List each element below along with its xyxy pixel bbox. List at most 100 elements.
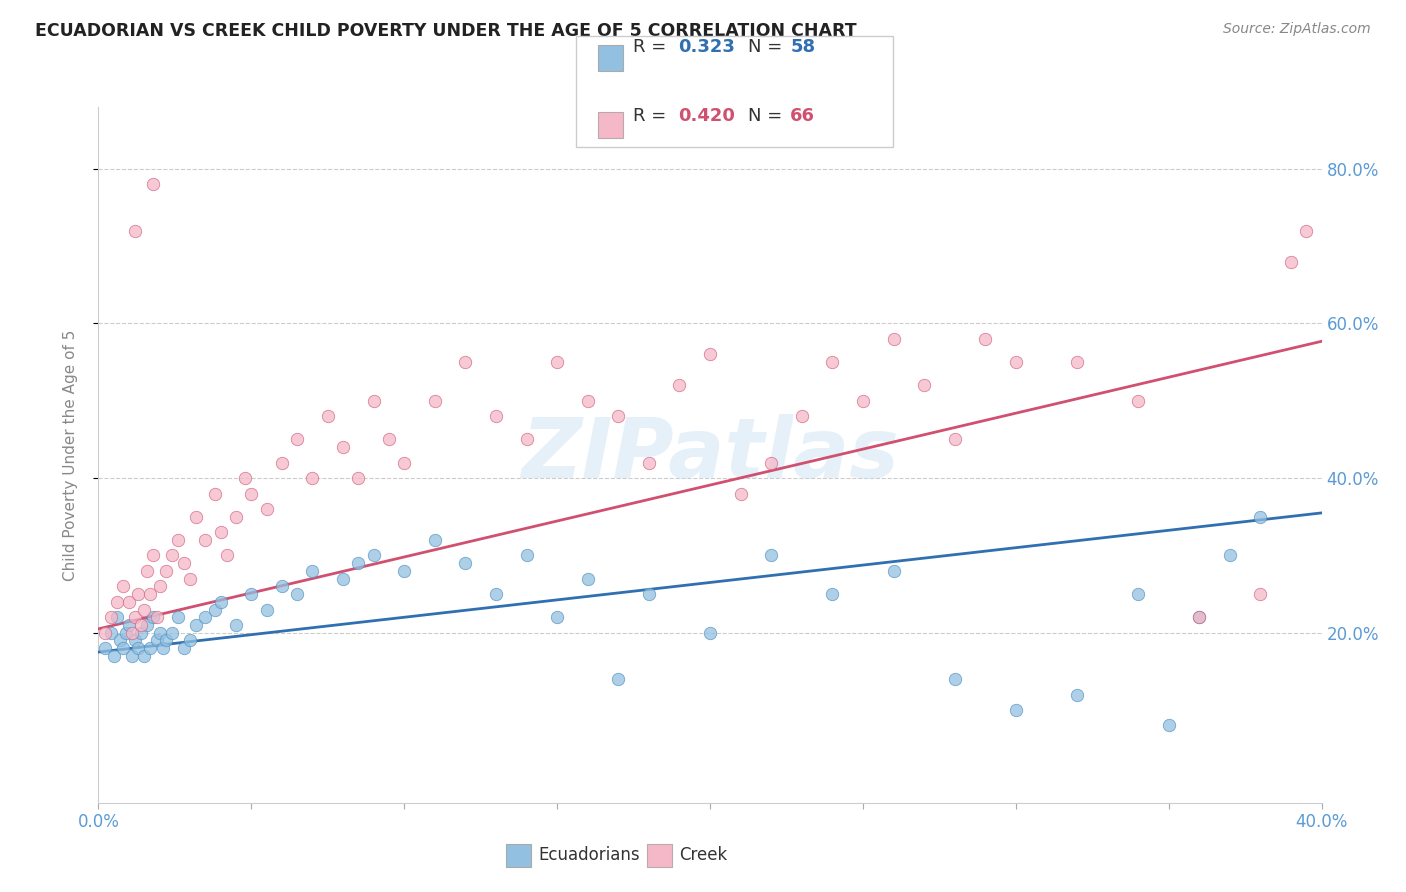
Text: R =: R = bbox=[633, 38, 672, 56]
Point bbox=[149, 579, 172, 593]
Point bbox=[699, 347, 721, 361]
Point bbox=[392, 564, 416, 578]
Point bbox=[240, 486, 263, 500]
Point bbox=[974, 332, 997, 346]
Point bbox=[179, 572, 201, 586]
Point bbox=[546, 355, 568, 369]
Point bbox=[145, 610, 167, 624]
Text: Creek: Creek bbox=[679, 847, 727, 864]
Point bbox=[883, 564, 905, 578]
Point bbox=[301, 471, 323, 485]
Point bbox=[142, 610, 165, 624]
Point bbox=[1066, 355, 1088, 369]
Point bbox=[454, 556, 477, 570]
Point bbox=[142, 549, 165, 563]
Point bbox=[155, 564, 177, 578]
Point bbox=[103, 648, 125, 663]
Point bbox=[256, 502, 278, 516]
Text: 0.420: 0.420 bbox=[678, 107, 734, 125]
Point bbox=[1004, 703, 1026, 717]
Point bbox=[111, 641, 134, 656]
Point bbox=[759, 549, 782, 563]
Point bbox=[1066, 688, 1088, 702]
Point bbox=[240, 587, 263, 601]
Point bbox=[124, 224, 146, 238]
Point bbox=[423, 393, 446, 408]
Point bbox=[883, 332, 905, 346]
Point bbox=[167, 610, 190, 624]
Text: ECUADORIAN VS CREEK CHILD POVERTY UNDER THE AGE OF 5 CORRELATION CHART: ECUADORIAN VS CREEK CHILD POVERTY UNDER … bbox=[35, 22, 856, 40]
Point bbox=[1249, 587, 1271, 601]
Point bbox=[155, 633, 177, 648]
Point bbox=[121, 625, 143, 640]
Point bbox=[546, 610, 568, 624]
Point bbox=[285, 587, 308, 601]
Point bbox=[127, 641, 149, 656]
Point bbox=[105, 595, 128, 609]
Point bbox=[225, 509, 247, 524]
Point bbox=[316, 409, 339, 424]
Point bbox=[160, 549, 183, 563]
Point bbox=[943, 433, 966, 447]
Point bbox=[215, 549, 238, 563]
Point bbox=[121, 648, 143, 663]
Point bbox=[105, 610, 128, 624]
Point bbox=[134, 602, 156, 616]
Point bbox=[100, 625, 122, 640]
Point bbox=[139, 641, 162, 656]
Point bbox=[111, 579, 134, 593]
Point bbox=[1157, 718, 1180, 732]
Point bbox=[145, 633, 167, 648]
Point bbox=[1279, 254, 1302, 268]
Point bbox=[118, 618, 141, 632]
Point bbox=[332, 440, 354, 454]
Point bbox=[347, 556, 370, 570]
Point bbox=[270, 456, 292, 470]
Point bbox=[186, 618, 208, 632]
Point bbox=[194, 610, 217, 624]
Point bbox=[912, 378, 935, 392]
Point bbox=[129, 625, 152, 640]
Point bbox=[516, 433, 538, 447]
Text: 0.323: 0.323 bbox=[678, 38, 734, 56]
Point bbox=[1249, 509, 1271, 524]
Point bbox=[93, 625, 115, 640]
Point bbox=[1188, 610, 1211, 624]
Point bbox=[136, 564, 159, 578]
Point bbox=[1188, 610, 1211, 624]
Point bbox=[637, 587, 661, 601]
Point bbox=[129, 618, 152, 632]
Point bbox=[1004, 355, 1026, 369]
Point bbox=[134, 648, 156, 663]
Point bbox=[423, 533, 446, 547]
Point bbox=[485, 587, 508, 601]
Point bbox=[607, 672, 630, 686]
Point bbox=[209, 525, 232, 540]
Text: Source: ZipAtlas.com: Source: ZipAtlas.com bbox=[1223, 22, 1371, 37]
Point bbox=[136, 618, 159, 632]
Point bbox=[347, 471, 370, 485]
Point bbox=[152, 641, 174, 656]
Point bbox=[167, 533, 190, 547]
Text: 58: 58 bbox=[790, 38, 815, 56]
Point bbox=[194, 533, 217, 547]
Point bbox=[516, 549, 538, 563]
Point bbox=[209, 595, 232, 609]
Point bbox=[204, 486, 226, 500]
Point bbox=[173, 556, 195, 570]
Point bbox=[225, 618, 247, 632]
Point bbox=[363, 393, 385, 408]
Point bbox=[1219, 549, 1241, 563]
Text: Ecuadorians: Ecuadorians bbox=[538, 847, 640, 864]
Point bbox=[118, 595, 141, 609]
Point bbox=[607, 409, 630, 424]
Point bbox=[127, 587, 149, 601]
Point bbox=[285, 433, 308, 447]
Point bbox=[139, 587, 162, 601]
Point bbox=[576, 393, 599, 408]
Point bbox=[124, 610, 146, 624]
Point bbox=[485, 409, 508, 424]
Point bbox=[759, 456, 782, 470]
Point bbox=[149, 625, 172, 640]
Point bbox=[730, 486, 752, 500]
